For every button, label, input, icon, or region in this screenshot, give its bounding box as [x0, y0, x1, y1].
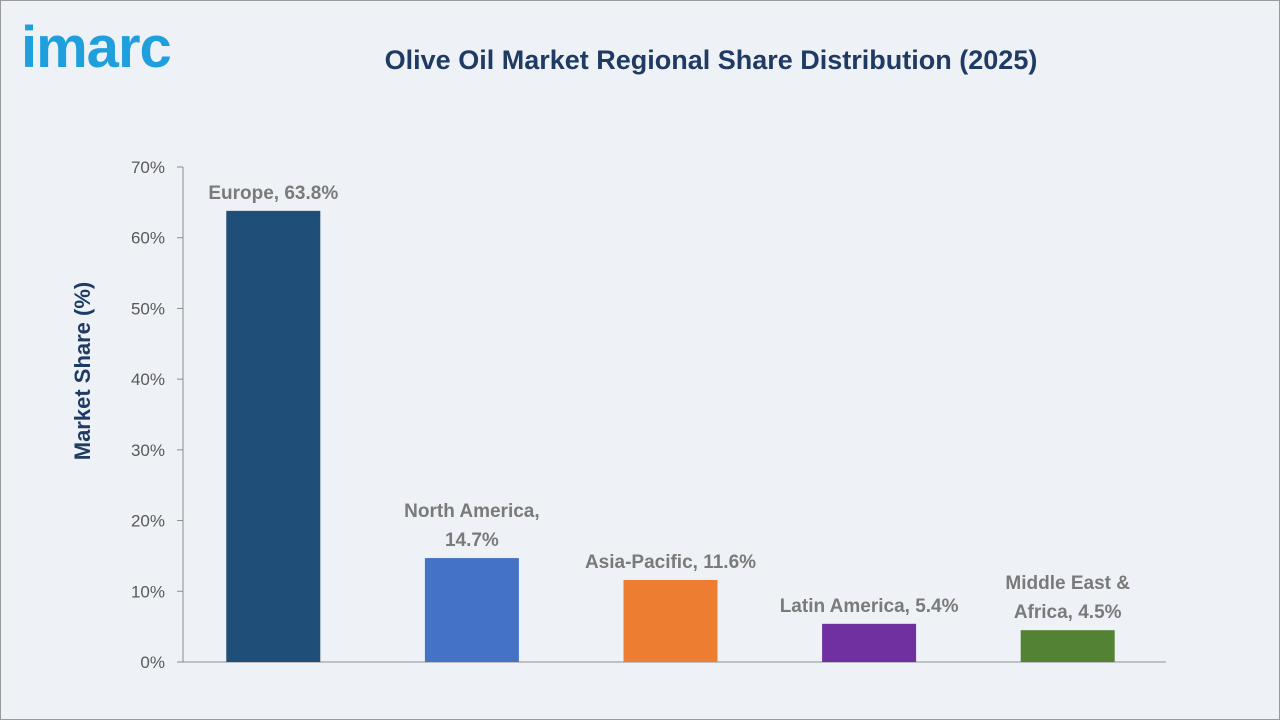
- y-tick-label: 50%: [131, 299, 165, 318]
- bar-latin-america: [822, 623, 917, 662]
- bar-north-america: [424, 558, 519, 662]
- y-tick-label: 0%: [140, 653, 165, 672]
- imarc-logo: imarc: [21, 15, 172, 80]
- bar-asia-pacific: [623, 579, 718, 662]
- y-tick-label: 30%: [131, 441, 165, 460]
- data-label: Middle East &: [1005, 573, 1130, 594]
- y-tick-label: 20%: [131, 512, 165, 531]
- y-tick-label: 10%: [131, 582, 165, 601]
- data-label: North America,: [404, 501, 540, 522]
- data-label: Latin America, 5.4%: [780, 596, 959, 617]
- y-tick-label: 60%: [131, 229, 165, 248]
- data-label: Asia-Pacific, 11.6%: [585, 552, 756, 573]
- chart-title: Olive Oil Market Regional Share Distribu…: [384, 45, 1038, 75]
- bar-europe: [226, 210, 321, 663]
- data-label: Europe, 63.8%: [208, 183, 338, 204]
- y-tick-label: 70%: [131, 158, 165, 177]
- data-label: Africa, 4.5%: [1014, 602, 1122, 623]
- bar-middle-east-africa: [1020, 630, 1115, 662]
- data-label: 14.7%: [445, 530, 499, 551]
- y-tick-label: 40%: [131, 370, 165, 389]
